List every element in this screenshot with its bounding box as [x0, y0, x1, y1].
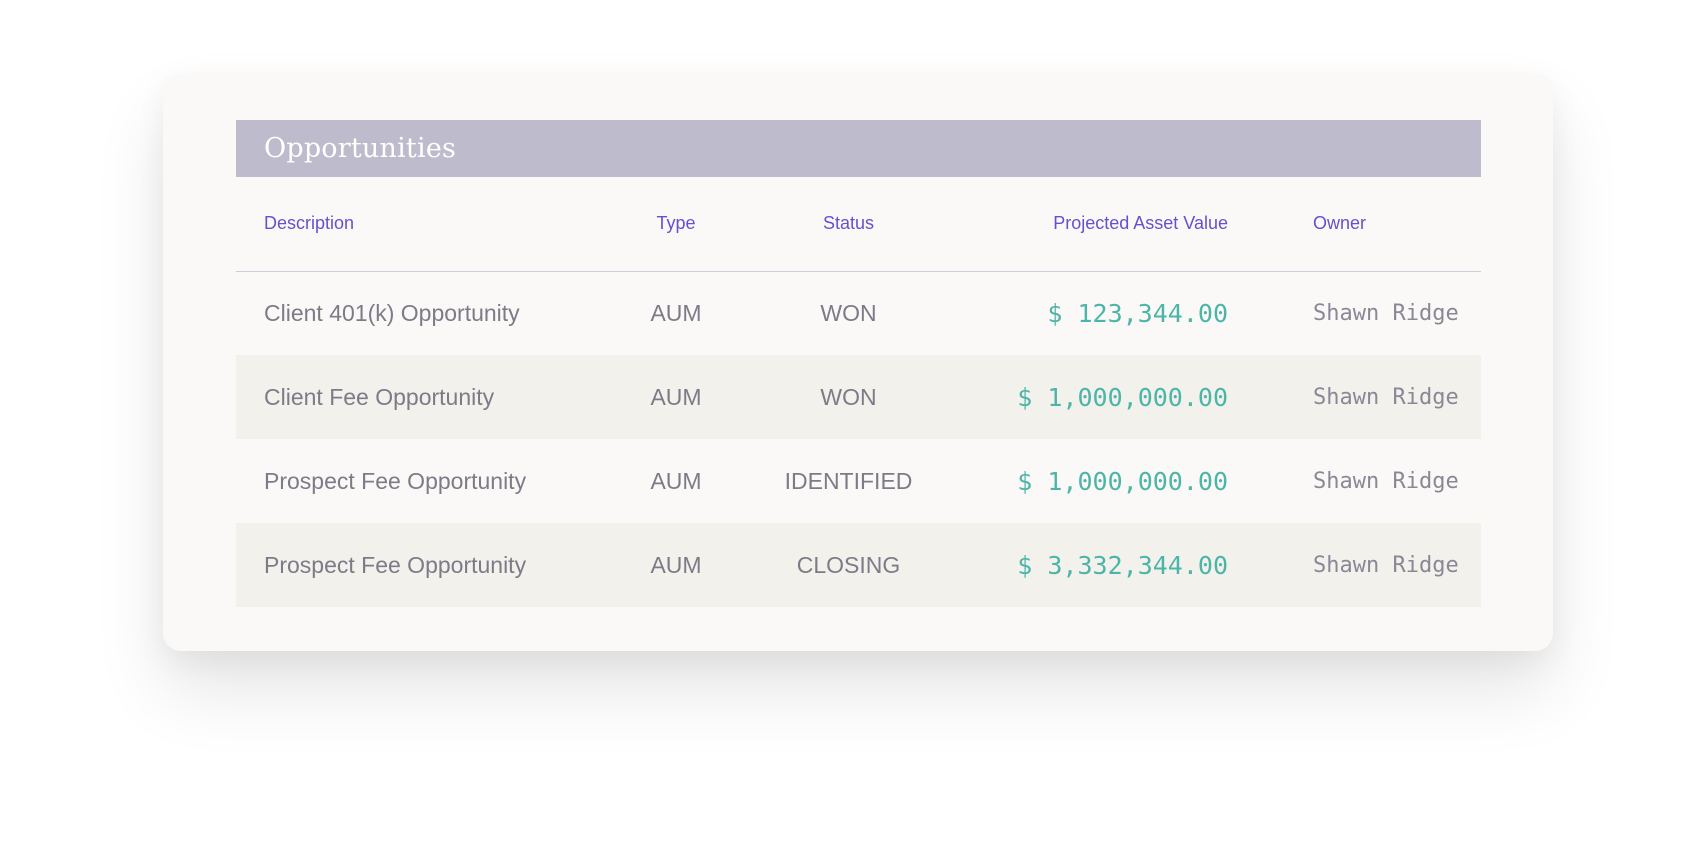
column-header-owner[interactable]: Owner [1228, 177, 1481, 272]
cell-description: Prospect Fee Opportunity [264, 467, 527, 494]
table-row[interactable]: Prospect Fee Opportunity AUM IDENTIFIED … [236, 439, 1481, 523]
panel-title: Opportunities [264, 133, 457, 164]
cell-owner: Shawn Ridge [1228, 523, 1481, 607]
opportunities-table: Description Type Status Projected Asset … [236, 177, 1481, 607]
cell-projected-asset-value: $ 3,332,344.00 [951, 523, 1228, 607]
cell-description: Client 401(k) Opportunity [264, 299, 520, 326]
table-row[interactable]: Client Fee Opportunity AUM WON $ 1,000,0… [236, 355, 1481, 439]
cell-description: Client Fee Opportunity [236, 355, 606, 439]
cell-status: IDENTIFIED [784, 467, 913, 494]
cell-description: Prospect Fee Opportunity [236, 523, 606, 607]
table-row[interactable]: Client 401(k) Opportunity AUM WON $ 123,… [236, 271, 1481, 355]
column-header-projected-asset-value[interactable]: Projected Asset Value [951, 177, 1228, 272]
opportunities-panel: Opportunities Description Type Status Pr… [236, 120, 1481, 607]
cell-status: WON [746, 355, 951, 439]
cell-type: AUM [606, 523, 746, 607]
cell-status: WON [820, 299, 877, 326]
column-header-type[interactable]: Type [606, 177, 746, 272]
table-header-row: Description Type Status Projected Asset … [236, 177, 1481, 272]
cell-type: AUM [650, 467, 702, 494]
table-row[interactable]: Prospect Fee Opportunity AUM CLOSING $ 3… [236, 523, 1481, 607]
cell-type: AUM [650, 299, 702, 326]
cell-owner: Shawn Ridge [1313, 300, 1459, 326]
panel-header: Opportunities [236, 120, 1481, 177]
opportunities-card: Opportunities Description Type Status Pr… [163, 73, 1553, 651]
column-header-status[interactable]: Status [746, 177, 951, 272]
cell-type: AUM [606, 355, 746, 439]
cell-projected-asset-value: $ 1,000,000.00 [1017, 466, 1228, 496]
cell-owner: Shawn Ridge [1313, 468, 1459, 494]
cell-owner: Shawn Ridge [1228, 355, 1481, 439]
column-header-description[interactable]: Description [236, 177, 606, 272]
cell-projected-asset-value: $ 123,344.00 [1047, 298, 1228, 328]
cell-status: CLOSING [746, 523, 951, 607]
cell-projected-asset-value: $ 1,000,000.00 [951, 355, 1228, 439]
